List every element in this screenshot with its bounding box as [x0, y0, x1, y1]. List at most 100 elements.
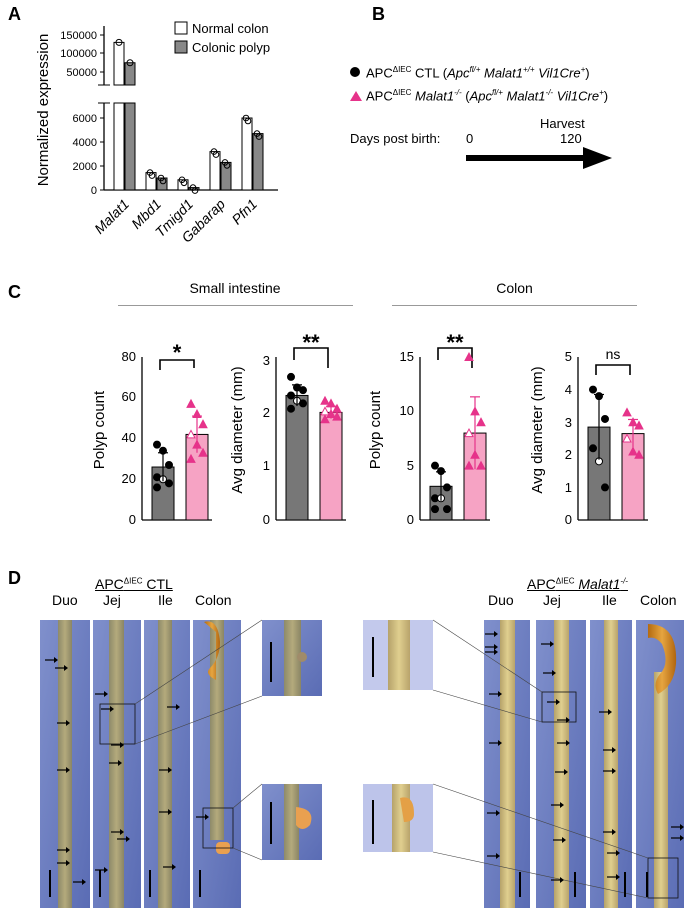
- ctl-zoom-bottom: [262, 784, 322, 860]
- sig-label: **: [302, 330, 320, 355]
- plot2-ylabel: Avg diameter (mm): [229, 366, 246, 493]
- arrow-head: [608, 709, 612, 715]
- arrow-head: [54, 657, 58, 663]
- arrow-head: [494, 631, 498, 637]
- tick-label: 10: [400, 403, 414, 418]
- ko-title: APCΔIEC Malat1-/-: [527, 576, 628, 592]
- data-point: [332, 411, 342, 421]
- data-point: [299, 399, 307, 408]
- panel-a-lower-ticks: 6000 4000 2000 0: [73, 113, 104, 197]
- arrow-head: [176, 704, 180, 710]
- tick-label: 6000: [73, 113, 97, 125]
- ko-ile-photo: [590, 620, 632, 908]
- segment-label-jej: Jej: [103, 592, 121, 608]
- data-point: [186, 398, 196, 408]
- ctl-title: APCΔIEC CTL: [95, 576, 173, 592]
- arrow-head: [66, 860, 70, 866]
- arrow-head: [680, 824, 684, 830]
- arrow-head: [118, 760, 122, 766]
- timeline-start: 0: [466, 131, 473, 146]
- plot1-ticks: 80 60 40 20 0: [122, 349, 136, 527]
- circle-marker: [350, 67, 360, 78]
- arrow-head: [560, 877, 564, 883]
- panel-a-ylabel: Normalized expression: [35, 34, 52, 187]
- data-point: [589, 385, 597, 394]
- ctl-duo-photo: [40, 620, 90, 908]
- panel-label-b: B: [372, 4, 385, 24]
- tick-label: 100000: [60, 48, 97, 60]
- arrow-head: [126, 836, 130, 842]
- data-point: [198, 419, 208, 429]
- arrow-head: [680, 835, 684, 841]
- bar: [113, 102, 125, 191]
- data-point: [589, 444, 597, 453]
- tick-label: 60: [122, 389, 136, 404]
- ko-zoom-top: [363, 620, 433, 690]
- arrow-head: [66, 767, 70, 773]
- data-point: [186, 453, 196, 463]
- arrow-head: [583, 147, 612, 169]
- panel-label-c: C: [8, 282, 21, 302]
- arrow-head: [120, 742, 124, 748]
- tick-label: 0: [91, 185, 97, 197]
- data-point: [476, 417, 486, 427]
- data-point: [634, 449, 644, 459]
- bar: [285, 394, 309, 521]
- data-point: [223, 162, 231, 169]
- plot4-ylabel: Avg diameter (mm): [529, 366, 546, 493]
- arrow-head: [612, 747, 616, 753]
- arrow-head: [550, 641, 554, 647]
- plot3-ylabel: Polyp count: [367, 390, 384, 469]
- arrow-head: [64, 665, 68, 671]
- data-point: [320, 414, 330, 424]
- arrow-head: [168, 767, 172, 773]
- data-point: [464, 351, 474, 361]
- data-point: [165, 460, 173, 469]
- gene-label: Malat1: [91, 196, 132, 237]
- divider: [118, 305, 353, 306]
- legend-swatch-normal: [174, 21, 188, 35]
- data-point: [443, 483, 451, 492]
- segment-label-jej: Jej: [543, 592, 561, 608]
- data-point: [180, 179, 188, 187]
- arrow-head: [82, 879, 86, 885]
- tick-label: 150000: [60, 30, 97, 42]
- data-point: [159, 177, 167, 185]
- tick-label: 3: [565, 415, 572, 430]
- plot4-ticks: 5 4 3 2 1 0: [565, 349, 572, 527]
- arrow-head: [104, 867, 108, 873]
- data-point: [244, 117, 252, 125]
- divider: [392, 305, 637, 306]
- data-point: [153, 483, 161, 492]
- arrow-head: [498, 740, 502, 746]
- ctl-jej-photo: [93, 620, 141, 908]
- data-point: [431, 505, 439, 514]
- arrow-head: [110, 706, 114, 712]
- sig-label: **: [446, 330, 464, 355]
- timeline-end: 120: [560, 131, 582, 146]
- arrow-head: [616, 850, 620, 856]
- panel-label-a: A: [8, 4, 21, 24]
- harvest-label: Harvest: [540, 116, 585, 131]
- tick-label: 1: [565, 480, 572, 495]
- bar: [124, 102, 136, 191]
- data-point: [464, 460, 474, 470]
- ctl-ile-photo: [144, 620, 190, 908]
- ko-colon-photo: [636, 620, 684, 908]
- tick-label: 2: [263, 405, 270, 420]
- segment-label-colon: Colon: [195, 592, 232, 608]
- arrow-head: [562, 837, 566, 843]
- tick-label: 4: [565, 382, 572, 397]
- data-point: [165, 479, 173, 488]
- arrow-head: [120, 829, 124, 835]
- arrow-head: [564, 769, 568, 775]
- data-point: [443, 505, 451, 514]
- segment-label-ile: Ile: [158, 592, 173, 608]
- arrow-head: [498, 691, 502, 697]
- panel-b-timeline: Harvest Days post birth: 0 120: [350, 116, 612, 169]
- ko-jej-photo: [536, 620, 586, 908]
- arrow-head: [496, 853, 500, 859]
- tick-label: 4000: [73, 137, 97, 149]
- data-point: [299, 386, 307, 395]
- data-point: [464, 428, 474, 438]
